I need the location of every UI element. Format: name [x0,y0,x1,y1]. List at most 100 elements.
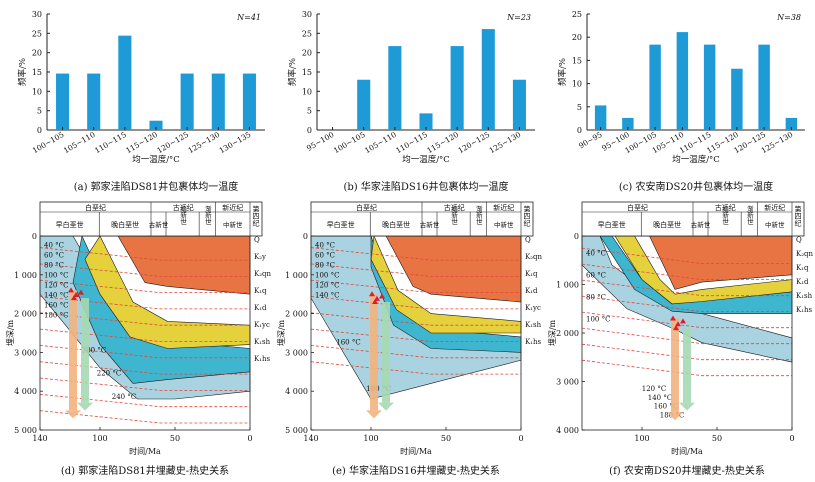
y-tick-label: 1 000 [285,271,308,280]
period-label: 第四纪 [523,205,531,227]
y-tick-label: 0 [574,232,579,241]
bar [512,79,526,130]
isotherm-line [310,296,521,310]
period-label: 白垩纪 [356,203,377,212]
y-tick-label: 10 [32,87,42,96]
y-tick-label: 4 000 [14,387,37,396]
chart-title: (c) 农安南DS20井包裹体均一温度 [619,180,773,193]
x-axis-label: 均一温度/°C [672,154,720,165]
x-axis-label: 时间/Ma [400,446,432,456]
y-tick-label: 20 [32,49,42,58]
y-tick-label: 5 000 [285,426,308,435]
formation-label: K₁yc [254,321,270,329]
isotherm-line [581,263,792,281]
y-tick-label: 1 000 [14,271,37,280]
y-tick-label: 1 000 [556,281,579,290]
epoch-label: 晚白垩世 [382,220,410,229]
x-tick-label: 105~110 [363,130,398,155]
y-tick-label: 25 [32,29,42,38]
y-tick-label: 15 [572,56,582,65]
bar [149,120,163,130]
epoch-label: 中新世 [494,220,514,229]
isotherm-line [310,247,521,261]
formation-label: K₂y [254,253,266,261]
orange-arrowhead [667,412,683,421]
formation-label: K₁yc [525,304,541,312]
x-tick-label: 50 [170,434,180,443]
formation-label: K₁sh [525,321,542,329]
x-tick-label: 120~125 [457,130,492,155]
chart-title: (d) 郭家洼陷DS81井埋藏史-热史关系 [61,464,229,477]
bar [118,35,132,130]
x-tick-label: 115~120 [425,130,460,155]
y-tick-label: 3 000 [556,378,579,387]
isotherm-line [39,279,250,294]
formation-label: K₁q [796,264,809,272]
burial-chart-d: 40 °C 60 °C 80 °C 100 °C 120 °C 140 °C 160 °C 1… [5,201,272,477]
isotherm-label: 80 °C [586,293,606,301]
x-tick-label: 140 [303,434,318,443]
x-tick-label: 0 [247,434,252,443]
epoch-label: 中新世 [223,220,243,229]
isotherm-label: 120 °C [315,282,339,290]
x-tick-label: 120~125 [155,130,190,155]
green-arrow [382,301,390,403]
isotherm-label: 100 °C [586,315,610,323]
chart-title: (a) 郭家洼陷DS81井包裹体均一温度 [74,180,239,193]
epoch-label: 渐新世 [745,204,753,225]
period-label: 古近纪 [444,203,465,212]
chart-title: (b) 华家洼陷DS16井包裹体均一温度 [344,180,509,193]
x-tick-label: 100 [363,434,378,443]
period-label: 新近纪 [493,203,514,212]
y-tick-label: 15 [32,68,42,77]
y-tick-label: 2 000 [556,329,579,338]
isotherm-line [310,263,521,277]
formation-label: K₂qn [525,253,543,261]
isotherm-label: 60 °C [44,252,64,260]
epoch-label: 晚白垩世 [111,220,139,229]
y-tick-label: 5 [307,107,312,116]
sample-count: N=23 [506,13,531,22]
isotherm-label: 60 °C [315,252,335,260]
isotherm-line [310,328,521,342]
epoch-label: 渐新世 [474,204,482,225]
formation-label: K₁hs [796,306,813,314]
x-tick-label: 105~110 [62,130,97,155]
shallow-formation-layer [385,235,522,303]
bar [594,105,607,130]
bar [87,73,101,130]
y-tick-label: 2 000 [285,310,308,319]
epoch-label: 始新世 [179,204,187,225]
formation-label: K₂qn [254,270,272,278]
shallow-formation-layer [649,235,793,290]
epoch-label: 古新世 [691,220,711,229]
bar [419,113,433,130]
formation-label: K₁hs [254,355,271,363]
isotherm-line [310,312,521,326]
isotherm-line [581,247,792,265]
y-tick-label: 0 [307,126,312,135]
isotherm-label: 100 °C [44,272,68,280]
formation-label: K₁hs [525,338,542,346]
green-arrow [683,328,691,403]
y-tick-label: 2 000 [14,310,37,319]
formation-label: K₁sh [796,292,813,300]
isotherm-label: 120 °C [642,385,666,393]
fluid-inclusion-marker [673,325,679,331]
bar [180,73,194,130]
x-tick-label: 50 [712,434,722,443]
fluid-inclusion-marker [369,291,375,297]
bar [785,117,798,130]
isotherm-label: 100 °C [315,272,339,280]
period-label: 白垩纪 [85,203,106,212]
period-label: 新近纪 [764,203,785,212]
period-label: 新近纪 [222,203,243,212]
epoch-label: 中新世 [765,220,785,229]
period-label: 第四纪 [252,205,260,227]
isotherm-label: 80 °C [315,262,335,270]
bar [56,73,70,130]
isotherm-label: 40 °C [44,242,64,250]
y-axis-label: 埋深/m [5,319,15,346]
x-tick-label: 115~120 [124,130,159,155]
